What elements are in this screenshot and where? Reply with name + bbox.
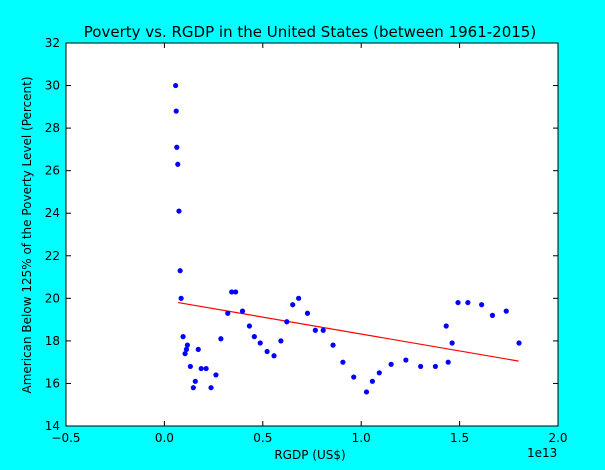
data-point [278,338,284,344]
data-point [418,363,424,370]
data-point [195,346,201,352]
data-point [516,340,522,346]
data-point [187,363,193,370]
data-point [176,208,182,214]
data-point [251,334,257,340]
data-point [225,310,231,316]
data-point [239,308,246,314]
data-point [182,351,188,357]
data-point [183,346,190,352]
data-point [257,340,263,346]
y-tick-label: 16 [45,376,60,390]
y-tick-label: 18 [45,334,60,348]
x-tick-label: 0.5 [253,431,272,445]
data-point [363,389,370,395]
x-tick-label: 2.0 [548,431,567,445]
data-point [184,342,191,348]
data-point [290,302,296,308]
data-point [479,302,485,308]
data-point [304,310,311,316]
y-tick-label: 24 [45,206,60,220]
data-point [340,359,346,365]
data-point [229,289,235,295]
plot-layer [173,82,522,395]
chart-title: Poverty vs. RGDP in the United States (b… [84,23,536,41]
data-point [443,323,449,329]
x-tick-label: 1.5 [450,431,469,445]
data-point [178,295,184,301]
data-point [388,361,394,367]
data-point [312,327,318,333]
data-point [180,334,186,340]
data-point [503,308,509,314]
y-tick-label: 28 [45,121,60,135]
y-tick-label: 20 [45,291,60,305]
x-tick-label: −0.5 [51,431,80,445]
data-point [192,378,198,384]
data-point [233,289,239,295]
data-point [173,82,179,89]
data-point [175,161,181,167]
data-point [246,323,253,329]
y-axis-label: American Below 125% of the Poverty Level… [20,76,34,393]
data-point [403,357,409,363]
y-axis-ticks: 14 16 18 20 22 24 26 28 30 32 [45,36,558,433]
data-point [465,299,471,306]
data-point [296,295,302,301]
y-tick-label: 30 [45,79,60,93]
data-point [271,353,277,359]
data-point [264,348,270,355]
data-point [351,374,357,380]
trend-line [178,301,519,362]
data-point [173,108,179,114]
data-point [218,336,224,342]
data-point [203,365,209,372]
data-point [455,299,461,306]
data-point [174,144,180,150]
y-tick-label: 32 [45,36,60,50]
x-tick-label: 1.0 [352,431,371,445]
data-point [489,312,496,318]
data-point [432,363,438,370]
y-tick-label: 22 [45,249,60,263]
x-axis-offset-label: 1e13 [527,446,557,460]
data-point [320,327,326,333]
data-point [376,370,382,376]
x-axis-label: RGDP (US$) [274,448,345,462]
plot-area [66,43,558,426]
data-point [330,342,336,348]
data-point [369,378,376,384]
data-point [198,365,204,372]
data-point [449,340,455,346]
data-point [208,385,214,391]
plot-frame [65,42,559,427]
x-axis-ticks: −0.5 0.0 0.5 1.0 1.5 2.0 [51,43,568,445]
data-point [190,385,196,391]
data-point [445,359,451,365]
y-tick-label: 26 [45,164,60,178]
data-point [213,372,219,378]
data-point [284,319,290,325]
data-point [177,268,183,274]
y-tick-label: 14 [45,419,60,433]
x-tick-label: 0.0 [155,431,174,445]
